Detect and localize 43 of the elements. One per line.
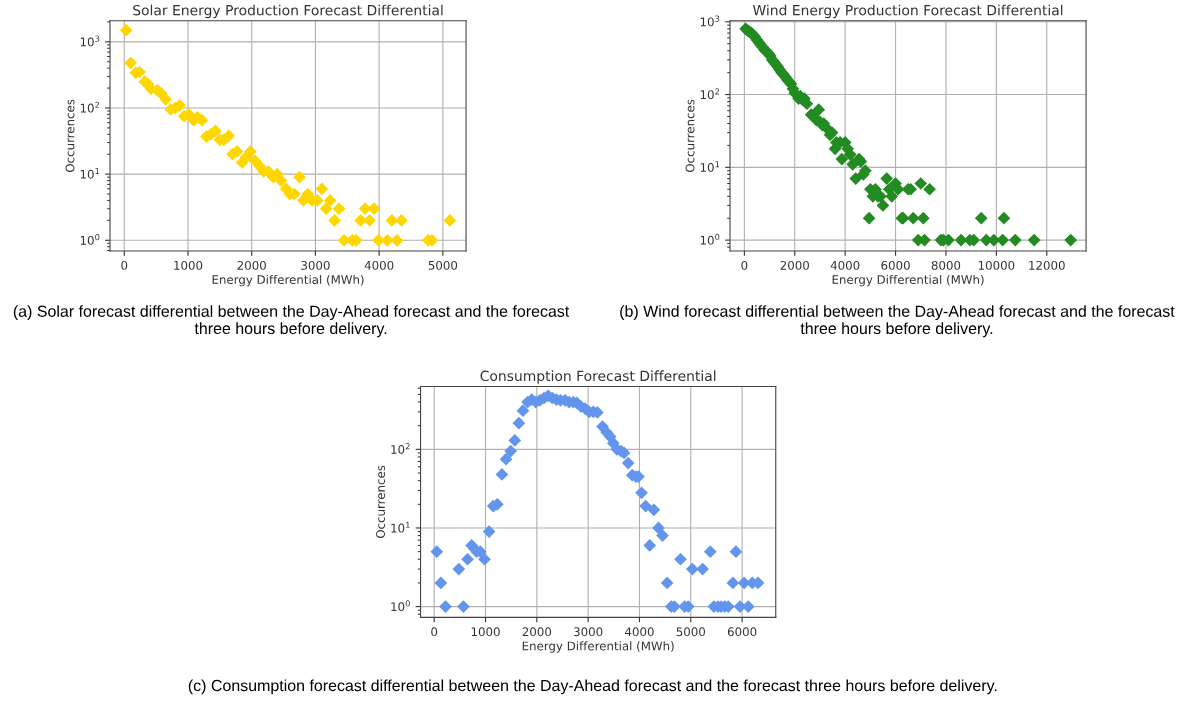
y-axis-title: Occurrences [376,465,385,539]
x-tick-label: 8000 [931,260,961,270]
x-tick-label: 5000 [428,260,458,270]
y-tick-label: 10$^{1}$ [391,521,410,533]
x-tick-label: 2000 [237,260,266,270]
x-tick-label: 6000 [727,627,757,637]
x-tick-label: 4000 [364,260,394,270]
x-axis-title: Energy Differential (MWh) [522,641,674,653]
x-tick-label: 12000 [1029,260,1065,270]
text: (b) Wind forecast differential between the Day-Ahead forecast and the forecast three hours before delivery. [620,305,1175,338]
chart-title: Consumption Forecast Differential [480,370,716,384]
x-tick-label: 0 [431,627,438,637]
y-axis-title: Occurrences [65,99,75,173]
x-tick-label: 3000 [574,627,603,637]
y-tick-label: 10$^{2}$ [700,88,720,100]
chart-title: Solar Energy Production Forecast Differential [133,4,443,19]
x-tick-label: 0 [121,260,128,270]
x-axis-title: Energy Differential (MWh) [212,274,364,287]
x-axis-title: Energy Differential (MWh) [832,274,984,287]
x-tick-label: 5000 [676,627,706,637]
x-tick-label: 3000 [301,260,330,270]
y-tick-label: 10$^{0}$ [391,600,410,612]
x-tick-label: 2000 [522,627,552,637]
text: (c) Consumption forecast differential between the Day-Ahead forecast and the forecast three hours before delivery. [188,679,997,695]
y-tick-label: 10$^{2}$ [391,443,410,454]
y-tick-label: 10$^{1}$ [700,161,720,172]
x-tick-label: 1000 [471,627,500,637]
x-tick-label: 2000 [780,260,809,270]
x-tick-label: 4000 [830,260,860,270]
chart-title: Wind Energy Production Forecast Differential [752,4,1063,19]
y-axis-title: Occurrences [685,99,695,173]
x-tick-label: 1000 [174,260,203,270]
text: (a) Solar forecast differential between the Day-Ahead forecast and the forecast three hours before delivery. [13,305,570,338]
y-tick-label: 10$^{3}$ [700,15,720,27]
x-tick-label: 10000 [978,260,1015,270]
y-tick-label: 10$^{3}$ [80,35,100,47]
x-tick-label: 0 [741,260,748,270]
y-tick-label: 10$^{2}$ [80,101,100,113]
y-tick-label: 10$^{0}$ [80,234,100,245]
y-tick-label: 10$^{0}$ [700,233,720,245]
y-tick-label: 10$^{1}$ [80,168,100,179]
x-tick-label: 4000 [625,627,654,637]
x-tick-label: 6000 [881,260,910,270]
